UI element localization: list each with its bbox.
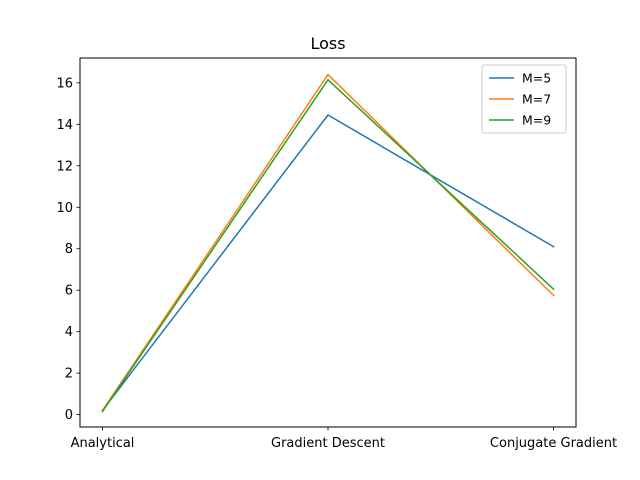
legend: M=5 M=7 M=9 [481,64,567,134]
y-tick-label: 6 [65,284,73,299]
x-tick-label: Gradient Descent [271,436,385,451]
y-tick-label: 2 [65,367,73,382]
data-point [552,245,555,248]
legend-label: M=7 [522,92,551,107]
y-tick-label: 8 [65,242,73,257]
data-point [101,410,104,413]
y-tick-label: 10 [56,201,73,216]
x-tick-label: Analytical [71,436,135,451]
legend-label: M=5 [522,71,551,86]
data-point [552,294,555,297]
data-point [327,73,329,76]
axes: 0 2 4 6 8 10 12 14 16 Analytical Gradient Descent C… [56,76,617,451]
legend-frame [481,64,567,134]
y-tick-label: 14 [56,118,73,133]
y-tick-label: 12 [56,159,73,174]
y-tick-label: 0 [65,408,73,423]
x-tick-label: Conjugate Gradient [490,436,617,451]
data-point [327,78,329,81]
plot-marks [101,73,555,413]
data-point [327,114,329,116]
chart-title: Loss [310,34,345,53]
y-tick-label: 4 [65,325,73,340]
y-tick-label: 16 [56,76,73,91]
legend-label: M=9 [522,113,551,128]
data-point [552,288,555,290]
